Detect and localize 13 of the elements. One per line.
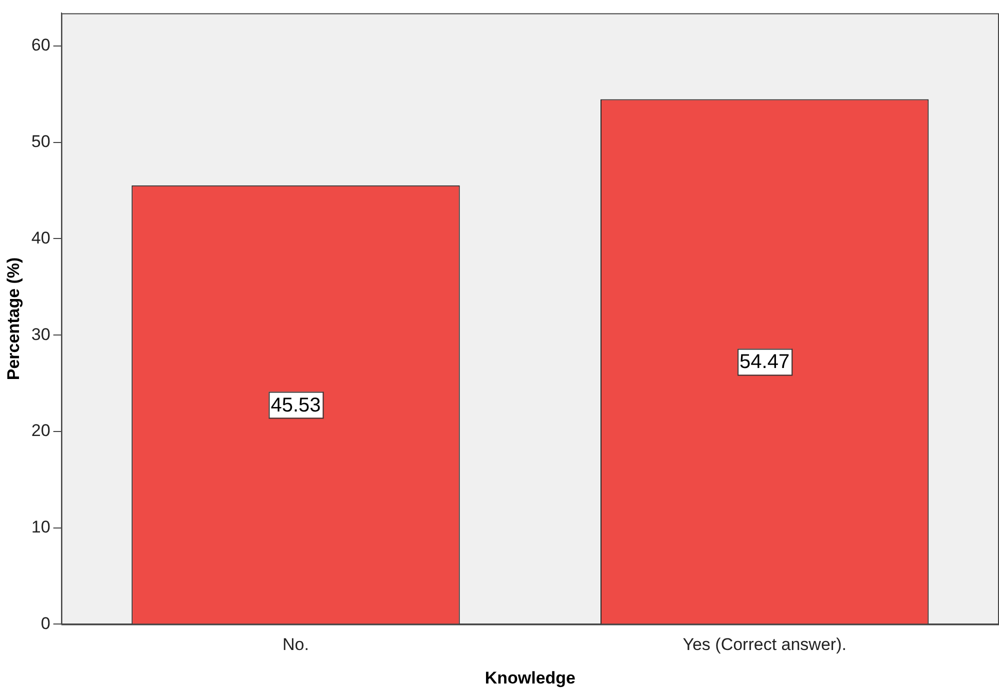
x-axis-title: Knowledge: [484, 668, 576, 688]
data-label: 45.53: [270, 394, 321, 416]
y-axis-title: Percentage (%): [4, 257, 23, 380]
y-tick-label: 60: [31, 36, 50, 55]
x-tick-label: Yes (Correct answer).: [682, 635, 846, 654]
y-tick-label: 30: [31, 324, 50, 344]
y-tick-label: 40: [31, 228, 50, 248]
x-tick-label: No.: [282, 635, 309, 654]
y-tick-label: 50: [31, 132, 50, 152]
y-tick-label: 0: [40, 614, 50, 633]
y-tick-label: 20: [31, 421, 50, 440]
y-tick-label: 10: [31, 518, 50, 537]
data-label: 54.47: [740, 351, 790, 374]
